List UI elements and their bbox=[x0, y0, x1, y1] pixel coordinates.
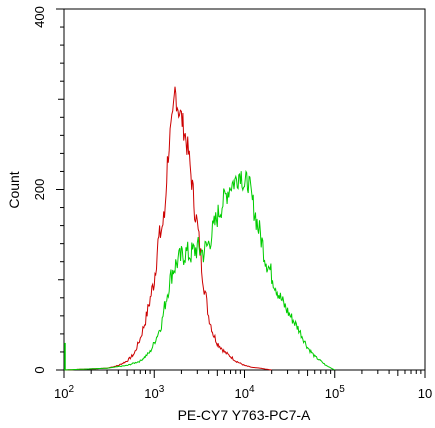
series-2 bbox=[64, 169, 336, 371]
x-axis-title: PE-CY7 Y763-PC7-A bbox=[178, 407, 311, 423]
x-tick-label: 102 bbox=[54, 384, 74, 401]
y-tick-label: 0 bbox=[32, 366, 47, 373]
series-layer bbox=[64, 86, 336, 371]
series-line bbox=[64, 86, 272, 371]
x-tick-label: 105 bbox=[325, 384, 345, 401]
series-1 bbox=[64, 86, 272, 371]
x-tick-label: 103 bbox=[144, 384, 164, 401]
y-axis-tick-labels: 0 200 400 bbox=[32, 6, 47, 373]
y-axis-title: Count bbox=[6, 171, 22, 208]
x-axis-tick-labels: 102 103 104 105 10 bbox=[54, 384, 432, 401]
series-line bbox=[64, 169, 336, 371]
x-tick-label: 104 bbox=[234, 384, 254, 401]
plot-frame bbox=[63, 8, 426, 371]
x-tick-label: 10 bbox=[418, 386, 432, 401]
x-axis-ticks bbox=[63, 370, 426, 378]
y-tick-label: 200 bbox=[32, 179, 47, 201]
y-tick-label: 400 bbox=[32, 6, 47, 28]
y-axis-ticks bbox=[56, 8, 64, 371]
